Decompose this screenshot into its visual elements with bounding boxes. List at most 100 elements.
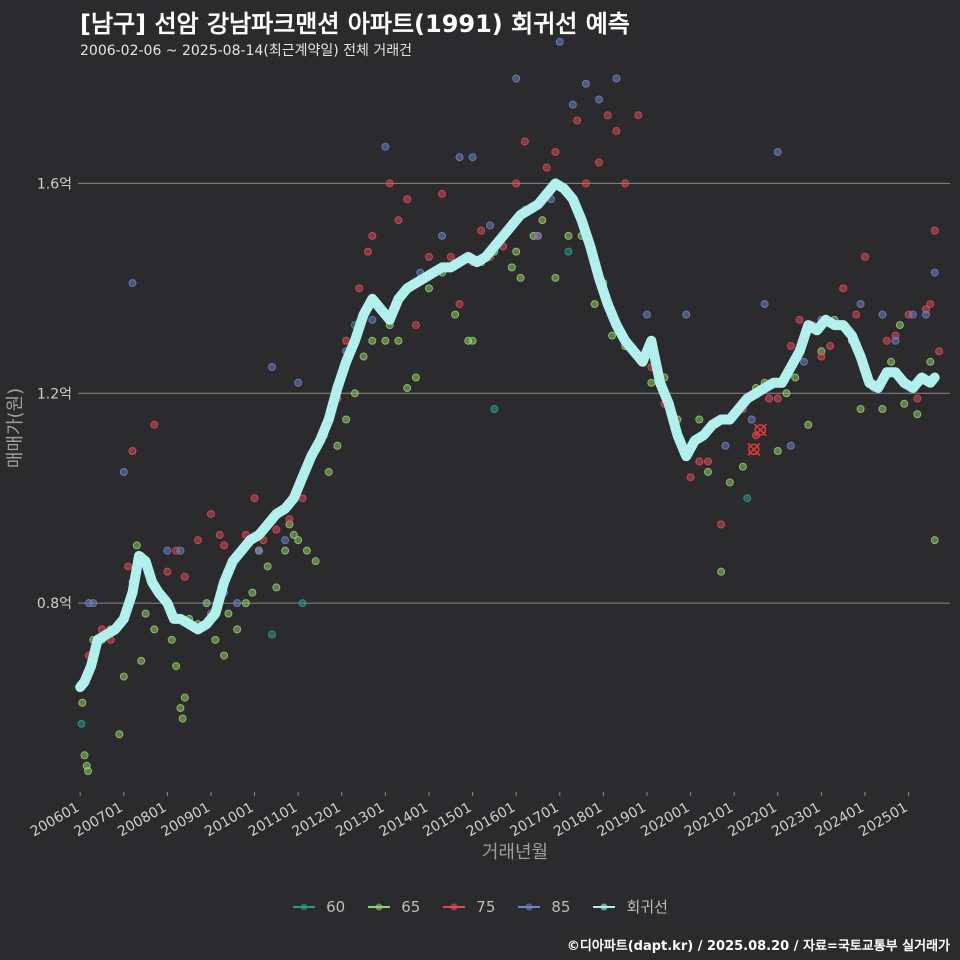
data-point-75	[438, 189, 447, 198]
data-point-85	[268, 363, 277, 372]
legend-label: 65	[401, 897, 421, 916]
data-point-65	[791, 373, 800, 382]
data-point-75	[455, 300, 464, 309]
data-point-85	[281, 536, 290, 545]
data-point-75	[913, 394, 922, 403]
highlight-marker	[747, 442, 761, 456]
data-point-65	[294, 536, 303, 545]
data-point-85	[908, 310, 917, 319]
data-point-85	[856, 300, 865, 309]
data-point-85	[760, 300, 769, 309]
data-point-65	[84, 767, 93, 776]
data-point-60	[298, 599, 307, 608]
data-point-75	[403, 195, 412, 204]
data-point-65	[342, 415, 351, 424]
gridlines	[78, 182, 950, 604]
legend: 60 65 75 85 회귀선	[0, 896, 960, 917]
data-point-75	[215, 530, 224, 539]
highlight-marker-cross	[747, 442, 761, 456]
data-point-85	[922, 310, 931, 319]
data-point-65	[895, 321, 904, 330]
data-point-85	[747, 415, 756, 424]
data-point-85	[128, 279, 137, 288]
data-point-75	[542, 163, 551, 172]
data-point-65	[887, 357, 896, 366]
data-point-65	[608, 331, 617, 340]
y-tick-label: 1.6억	[37, 176, 72, 192]
x-tick-label: 202501	[856, 800, 910, 841]
data-point-85	[176, 546, 185, 555]
y-axis-label: 매매가(원)	[5, 388, 26, 468]
data-point-75	[424, 252, 433, 261]
data-point-60	[564, 247, 573, 256]
data-point-85	[799, 357, 808, 366]
data-point-85	[468, 153, 477, 162]
data-point-65	[738, 462, 747, 471]
data-point-75	[826, 342, 835, 351]
data-point-65	[538, 216, 547, 225]
highlight-marker-cross	[753, 423, 767, 437]
data-point-65	[202, 599, 211, 608]
data-point-85	[612, 74, 621, 83]
highlight-marker-ring	[754, 424, 767, 436]
data-point-75	[551, 147, 560, 156]
x-tick-label: 201001	[202, 800, 256, 841]
data-point-65	[289, 530, 298, 539]
data-point-65	[424, 284, 433, 293]
data-points	[76, 37, 944, 776]
data-point-75	[603, 111, 612, 120]
data-point-65	[782, 389, 791, 398]
data-point-65	[333, 441, 342, 450]
x-tick-label: 201201	[289, 800, 343, 841]
data-point-75	[206, 509, 215, 518]
data-point-65	[381, 336, 390, 345]
data-point-85	[786, 441, 795, 450]
legend-key-icon	[593, 903, 616, 910]
data-point-65	[176, 704, 185, 713]
data-point-65	[516, 273, 525, 282]
data-point-65	[119, 672, 128, 681]
data-point-65	[272, 583, 281, 592]
data-point-85	[512, 74, 521, 83]
highlight-marker-ring	[748, 443, 760, 456]
data-point-65	[725, 478, 734, 487]
data-point-65	[224, 609, 233, 618]
data-point-85	[595, 95, 604, 104]
data-point-85	[119, 467, 128, 476]
data-point-65	[695, 415, 704, 424]
data-point-75	[124, 562, 133, 571]
data-point-75	[193, 536, 202, 545]
data-point-85	[721, 441, 730, 450]
chart-subtitle: 2006-02-06 ~ 2025-08-14(최근계약일) 전체 거래건	[80, 43, 412, 59]
data-point-85	[568, 100, 577, 109]
data-point-75	[839, 284, 848, 293]
x-tick-label: 201801	[551, 800, 605, 841]
data-point-75	[686, 473, 695, 482]
data-point-75	[180, 572, 189, 581]
data-point-75	[817, 352, 826, 361]
data-point-85	[773, 147, 782, 156]
data-point-75	[220, 541, 229, 550]
highlight-marker	[753, 423, 767, 437]
data-point-75	[512, 179, 521, 188]
data-point-65	[368, 336, 377, 345]
x-tick-label: 201601	[464, 800, 518, 841]
data-point-65	[856, 405, 865, 414]
y-axis-ticks: 0.8억 1.2억 1.6억	[37, 176, 72, 612]
x-tick-label: 200601	[28, 800, 82, 841]
data-point-65	[281, 546, 290, 555]
legend-key-icon	[443, 903, 466, 910]
data-point-65	[411, 373, 420, 382]
data-point-65	[311, 557, 320, 566]
legend-item: 회귀선	[592, 896, 668, 917]
data-point-65	[137, 656, 146, 665]
source-caption: ©디아파트(dapt.kr) / 2025.08.20 / 자료=국토교통부 실…	[566, 939, 950, 954]
data-point-85	[555, 37, 564, 46]
data-point-85	[455, 153, 464, 162]
data-point-65	[704, 467, 713, 476]
data-point-65	[350, 389, 359, 398]
data-point-85	[930, 268, 939, 277]
data-point-85	[163, 546, 172, 555]
data-point-75	[150, 420, 159, 429]
